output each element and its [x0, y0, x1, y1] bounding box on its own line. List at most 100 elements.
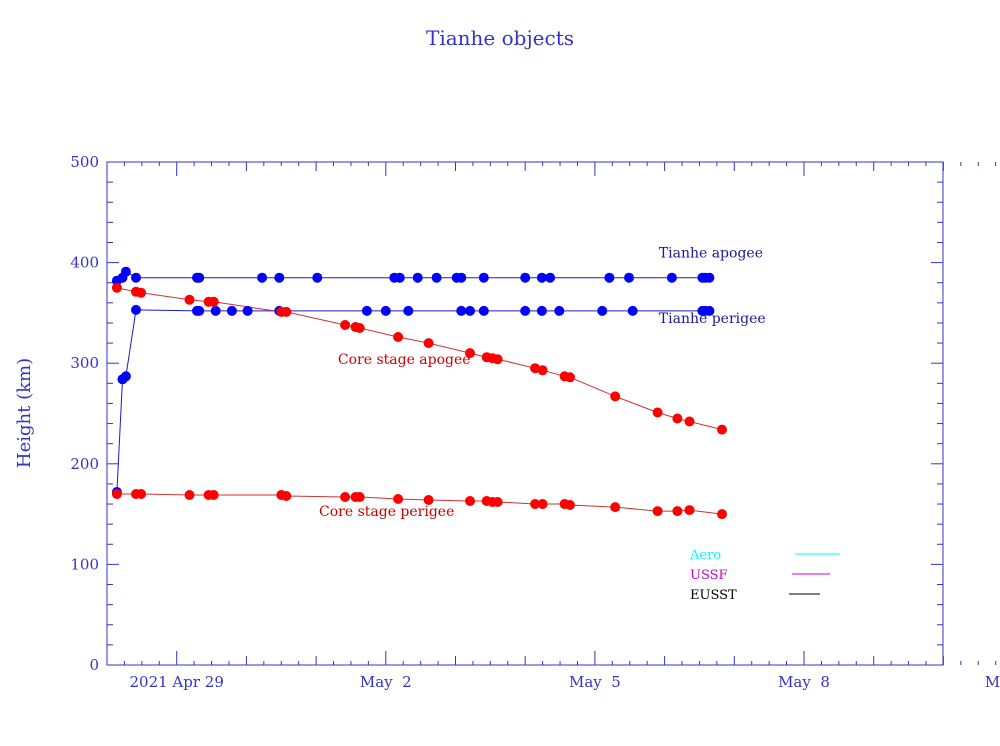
core-stage-apogee-point	[340, 320, 351, 330]
tianhe-perigee-point	[465, 305, 475, 316]
core-stage-apogee-point	[492, 354, 503, 365]
core-stage-apogee-point	[281, 306, 292, 317]
axis-ticks	[106, 161, 997, 666]
tianhe-apogee-point	[257, 272, 268, 283]
core-stage-apogee-point	[184, 294, 195, 305]
core-stage-perigee-label: Core stage perigee	[319, 504, 454, 520]
core-stage-perigee-point	[565, 500, 575, 510]
tianhe-perigee-point	[361, 305, 372, 316]
tianhe-apogee-point	[604, 272, 615, 283]
legend: Aero USSF EUSST	[689, 548, 840, 603]
tianhe-perigee-point	[194, 305, 205, 316]
x-tick-label: May 2	[360, 673, 412, 691]
axis-tick-labels: 0 100 200 300 400 500 2021 Apr 29 May 2 May 5 May…	[70, 153, 1000, 691]
tianhe-apogee-point	[131, 272, 141, 283]
core-stage-perigee-point	[652, 506, 663, 517]
core-stage-apogee-point	[111, 282, 122, 293]
core-stage-apogee-point	[717, 424, 727, 435]
core-stage-apogee-label: Core stage apogee	[338, 352, 471, 368]
tianhe-perigee-line	[116, 309, 710, 493]
y-tick-label: 400	[70, 254, 99, 272]
tianhe-perigee-point	[210, 305, 221, 316]
core-stage-apogee-point	[393, 332, 404, 342]
tianhe-apogee-point	[666, 272, 677, 283]
core-stage-perigee-point	[423, 495, 434, 505]
plot-frame	[106, 161, 944, 666]
tianhe-apogee-point	[545, 272, 556, 283]
tianhe-perigee-point	[627, 305, 638, 316]
tianhe-perigee-label: Tianhe perigee	[659, 311, 766, 327]
chart-title: Tianhe objects	[426, 26, 574, 50]
tianhe-apogee-label: Tianhe apogee	[659, 246, 763, 262]
core-stage-perigee-point	[340, 492, 351, 502]
plot-area	[106, 161, 944, 666]
core-stage-apogee-point	[530, 363, 541, 374]
tianhe-apogee-point	[624, 272, 634, 283]
core-stage-perigee-point	[684, 505, 695, 516]
y-tick-label: 200	[70, 455, 99, 473]
core-stage-apogee-point	[672, 413, 683, 424]
core-stage-apogee-point	[610, 391, 621, 402]
tianhe-apogee-point	[431, 272, 442, 283]
core-stage-perigee-point	[281, 491, 292, 501]
tianhe-apogee-point	[536, 272, 547, 283]
series-annotations: Tianhe apogee Tianhe perigee Core stage ap…	[319, 246, 766, 521]
tianhe-perigee-point	[456, 305, 467, 316]
series-points	[111, 266, 727, 520]
core-stage-apogee-point	[565, 372, 575, 383]
y-tick-label: 500	[70, 153, 99, 171]
tianhe-apogee-point	[312, 272, 323, 283]
core-stage-perigee-point	[393, 494, 404, 504]
tianhe-apogee-point	[120, 266, 131, 277]
core-stage-perigee-point	[610, 502, 621, 513]
tianhe-perigee-point	[597, 305, 608, 316]
core-stage-perigee-point	[672, 506, 683, 517]
y-axis-label: Height (km)	[14, 358, 35, 468]
core-stage-apogee-point	[537, 365, 548, 376]
y-tick-label: 100	[70, 555, 99, 573]
core-stage-apogee-point	[208, 296, 219, 307]
tianhe-perigee-point	[536, 305, 547, 316]
tianhe-apogee-point	[520, 272, 531, 283]
core-stage-perigee-point	[111, 489, 122, 499]
tianhe-apogee-point	[274, 272, 285, 283]
legend-eusst-label: EUSST	[690, 588, 737, 603]
core-stage-apogee-point	[423, 338, 434, 349]
core-stage-perigee-point	[530, 499, 541, 509]
tianhe-perigee-point	[380, 305, 391, 316]
tianhe-perigee-point	[704, 305, 715, 316]
y-tick-label: 0	[89, 656, 99, 674]
core-stage-apogee-point	[136, 287, 147, 298]
tianhe-perigee-point	[554, 305, 565, 316]
legend-ussf-label: USSF	[690, 568, 728, 583]
core-stage-apogee-point	[684, 416, 695, 427]
core-stage-perigee-point	[184, 490, 195, 500]
core-stage-perigee-point	[492, 497, 503, 507]
tianhe-apogee-point	[394, 272, 405, 283]
y-tick-label: 300	[70, 354, 99, 372]
tianhe-apogee-point	[412, 272, 423, 283]
tianhe-perigee-point	[131, 304, 141, 315]
tianhe-apogee-point	[456, 272, 467, 283]
tianhe-perigee-point	[120, 371, 131, 382]
tianhe-perigee-point	[242, 305, 253, 316]
tianhe-perigee-point	[226, 305, 237, 316]
x-tick-label: May 5	[569, 673, 621, 691]
x-tick-label: 2021 Apr 29	[129, 673, 223, 691]
core-stage-perigee-point	[136, 489, 147, 499]
core-stage-apogee-point	[354, 323, 365, 333]
tianhe-perigee-point	[403, 305, 414, 316]
core-stage-perigee-point	[537, 499, 548, 509]
core-stage-perigee-point	[465, 496, 475, 506]
tianhe-apogee-point	[704, 272, 715, 283]
legend-aero-label: Aero	[689, 548, 721, 563]
core-stage-perigee-point	[208, 490, 219, 500]
core-stage-perigee-point	[354, 492, 365, 502]
x-tick-label: May 11	[985, 673, 1000, 691]
core-stage-apogee-point	[652, 407, 663, 418]
core-stage-apogee-point	[465, 348, 475, 359]
x-tick-label: May 8	[778, 673, 830, 691]
tianhe-apogee-point	[478, 272, 489, 283]
core-stage-perigee-point	[717, 509, 727, 520]
